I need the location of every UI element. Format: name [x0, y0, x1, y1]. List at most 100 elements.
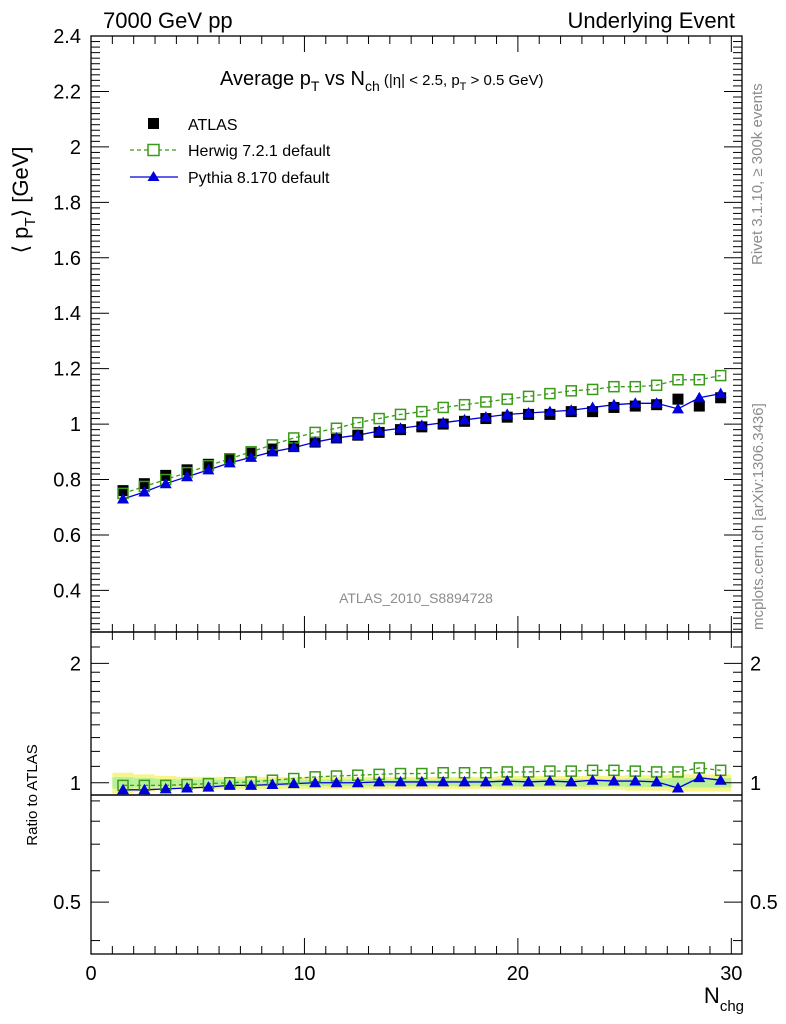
mcplots-label: mcplots.cern.ch [arXiv:1306.3436] — [750, 403, 767, 630]
stat-uncertainty-band — [112, 777, 134, 789]
x-tick-label: 20 — [507, 963, 529, 985]
y-tick-label: 2 — [70, 653, 81, 675]
herwig-point — [522, 390, 535, 403]
rivet-version-label: Rivet 3.1.10, ≥ 300k events — [749, 83, 766, 265]
herwig-point — [565, 385, 577, 397]
herwig-point — [693, 373, 706, 386]
herwig-point — [650, 379, 663, 392]
pythia-point — [373, 425, 386, 436]
y-tick-label: 1.4 — [53, 303, 81, 325]
atlas-point — [138, 478, 150, 490]
pythia-point — [394, 422, 407, 433]
main-panel: 0.4 0.6 0.8 1 1.2 1.4 1.6 1.8 2 2.2 2.4 Average pT… — [8, 26, 743, 633]
pythia-point — [629, 397, 642, 408]
pythia-ratio-point — [138, 783, 151, 795]
legend-marker-atlas — [148, 118, 159, 129]
pythia-ratio-point — [501, 775, 514, 786]
y-tick-label: 1 — [70, 773, 81, 795]
pythia-point — [479, 411, 492, 422]
pythia-point — [159, 477, 172, 489]
herwig-ratio-point — [672, 766, 684, 778]
pythia-ratio-point — [693, 771, 706, 783]
legend-label-atlas: ATLAS — [188, 117, 238, 134]
y-tick-label: 0.6 — [53, 525, 81, 547]
herwig-ratio-line — [123, 767, 721, 787]
y-tick-label: 0.4 — [53, 580, 81, 602]
pythia-ratio-point — [650, 775, 663, 787]
pythia-ratio-point — [117, 783, 130, 795]
legend-label-pythia: Pythia 8.170 default — [188, 170, 330, 187]
main-data-series — [117, 369, 727, 504]
pythia-point — [266, 445, 279, 457]
pythia-point — [607, 398, 620, 410]
stat-uncertainty-band — [688, 778, 710, 788]
pythia-point — [522, 407, 535, 418]
pythia-ratio-point — [714, 774, 727, 785]
pythia-ratio-point — [202, 781, 215, 792]
y-tick-label-right: 1 — [750, 773, 761, 795]
herwig-point — [544, 387, 556, 400]
pythia-point — [565, 404, 578, 415]
y-tick-label: 1.8 — [53, 192, 81, 214]
pythia-ratio-point — [394, 775, 407, 787]
legend: ATLAS Herwig 7.2.1 default Pythia 8.170 … — [130, 117, 331, 187]
pythia-ratio-point — [543, 775, 556, 786]
pythia-ratio-point — [330, 776, 343, 788]
pythia-ratio-point — [266, 778, 279, 790]
y-tick-label: 0.8 — [53, 470, 81, 492]
pythia-ratio-point — [181, 782, 194, 793]
herwig-point — [352, 416, 364, 429]
pythia-point — [650, 397, 663, 408]
pythia-ratio-point — [287, 777, 300, 789]
pythia-ratio-point — [245, 779, 258, 790]
atlas-point — [117, 485, 129, 497]
pythia-point — [501, 408, 514, 419]
pythia-ratio-point — [565, 775, 578, 787]
pythia-point — [330, 431, 343, 443]
pythia-point — [586, 401, 599, 412]
legend-item-pythia: Pythia 8.170 default — [130, 170, 330, 187]
herwig-point — [714, 369, 727, 382]
pythia-ratio-point — [415, 775, 428, 787]
herwig-line — [122, 374, 721, 495]
pythia-ratio-point — [629, 775, 642, 786]
pythia-point — [671, 402, 684, 414]
y-tick-label-right: 2 — [750, 653, 761, 675]
pythia-point — [223, 456, 236, 468]
legend-item-atlas: ATLAS — [148, 117, 238, 134]
x-tick-label: 30 — [720, 963, 742, 985]
atlas-point — [672, 393, 684, 405]
herwig-point — [309, 426, 321, 439]
x-axis-label: Nchg — [704, 983, 744, 1015]
herwig-point — [437, 401, 449, 414]
herwig-point — [629, 380, 642, 393]
analysis-watermark: ATLAS_2010_S8894728 — [339, 590, 493, 606]
pythia-point — [714, 387, 727, 399]
pythia-point — [437, 416, 450, 428]
y-tick-label: 0.5 — [53, 892, 81, 914]
herwig-point — [394, 408, 407, 421]
atlas-point — [693, 400, 705, 412]
main-axis-ticks — [90, 35, 742, 632]
pythia-point — [202, 463, 215, 475]
pythia-point — [415, 419, 428, 430]
legend-marker-pythia — [147, 171, 160, 181]
x-tick-label: 0 — [85, 963, 96, 985]
legend-item-herwig: Herwig 7.2.1 default — [130, 143, 331, 160]
pythia-ratio-point — [479, 775, 492, 787]
pythia-ratio-point — [437, 775, 450, 787]
herwig-point — [416, 405, 428, 418]
y-tick-label: 1.2 — [53, 359, 81, 381]
legend-marker-herwig — [147, 143, 160, 157]
pythia-point — [245, 451, 258, 462]
pythia-ratio-point — [223, 779, 236, 790]
ratio-panel: 0.5 0.5 1 1 2 2 0 10 20 30 Ratio to ATLAS Nchg — [24, 631, 778, 1015]
pythia-ratio-point — [671, 782, 684, 793]
pythia-point — [181, 470, 194, 482]
pythia-ratio-point — [373, 775, 386, 787]
herwig-point — [373, 412, 385, 425]
y-tick-label: 2.4 — [53, 26, 81, 48]
ratio-frame — [90, 631, 743, 955]
pythia-ratio-point — [309, 776, 322, 788]
